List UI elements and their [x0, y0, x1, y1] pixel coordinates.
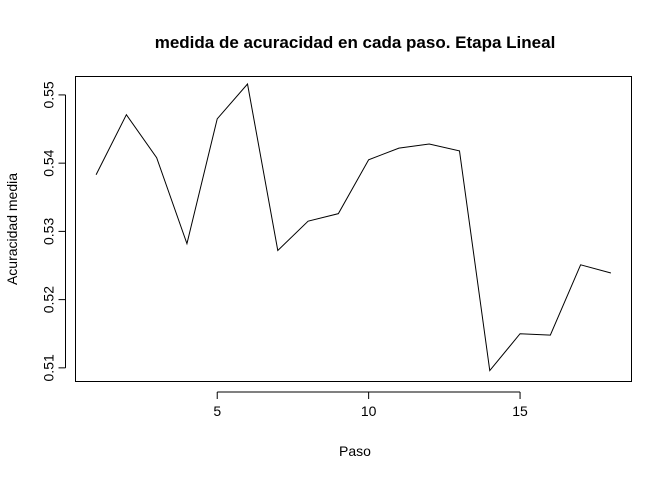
y-tick-label: 0.51: [41, 354, 57, 381]
x-tick-label: 15: [512, 403, 528, 419]
series-group: [95, 82, 612, 372]
x-tick-label: 10: [361, 403, 377, 419]
series-line: [95, 82, 612, 372]
plot-frame: [75, 76, 632, 382]
y-tick-label: 0.53: [41, 218, 57, 245]
y-axis: 0.51 0.52 0.53 0.54 0.55: [41, 81, 66, 381]
x-axis-label: Paso: [339, 443, 371, 459]
chart-title: medida de acuracidad en cada paso. Etapa…: [155, 33, 556, 52]
y-tick-label: 0.55: [41, 81, 57, 108]
y-tick-label: 0.52: [41, 286, 57, 313]
x-axis: 5 10 15: [213, 391, 528, 419]
y-axis-label: Acuracidad media: [4, 173, 20, 285]
x-tick-label: 5: [213, 403, 221, 419]
y-tick-label: 0.54: [41, 149, 57, 176]
